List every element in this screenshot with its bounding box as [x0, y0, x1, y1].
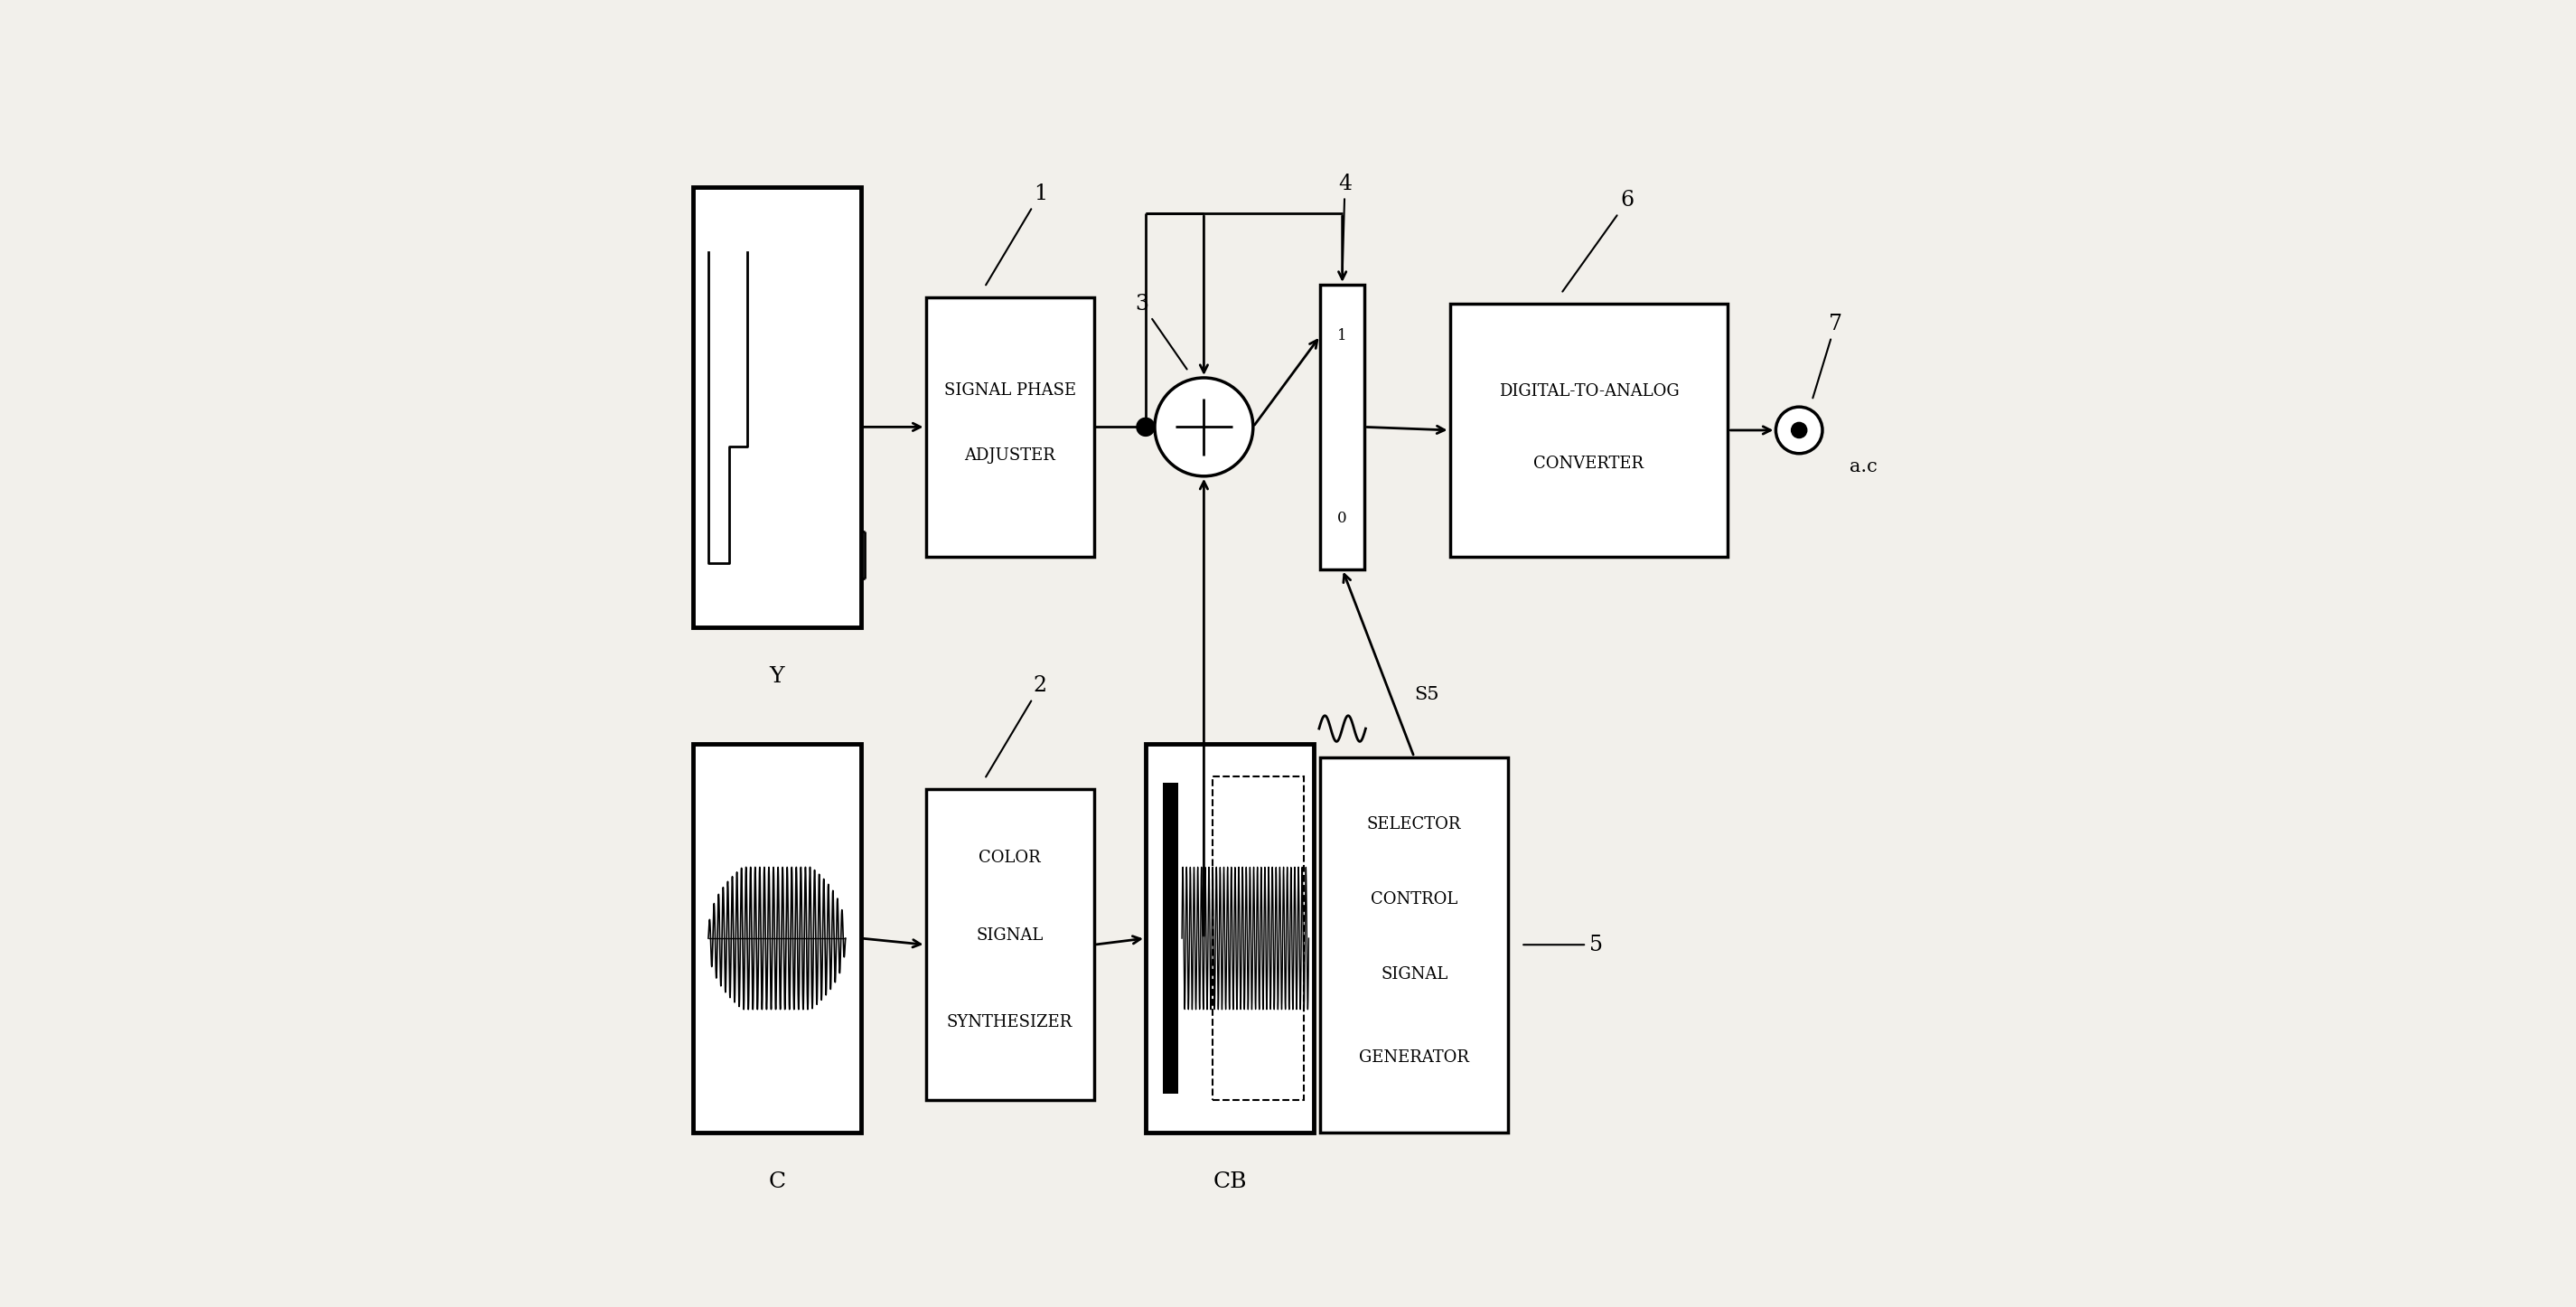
Bar [693, 187, 860, 627]
Text: 6: 6 [1564, 190, 1636, 291]
Bar [693, 744, 860, 1132]
Text: 1: 1 [1337, 328, 1347, 344]
Text: 7: 7 [1814, 314, 1842, 399]
Text: SIGNAL: SIGNAL [1381, 967, 1448, 983]
Text: CONTROL: CONTROL [1370, 891, 1458, 908]
Bar [1450, 305, 1728, 557]
Circle shape [1136, 418, 1154, 437]
Text: C: C [768, 1171, 786, 1192]
Text: SIGNAL: SIGNAL [976, 927, 1043, 944]
Bar [1213, 776, 1303, 1100]
Text: 2: 2 [987, 676, 1046, 776]
Text: SELECTOR: SELECTOR [1368, 817, 1461, 833]
Text: Y: Y [770, 667, 783, 687]
Bar [925, 298, 1095, 557]
Bar [1146, 744, 1314, 1132]
Bar [1162, 783, 1177, 1094]
Text: ADJUSTER: ADJUSTER [963, 447, 1056, 464]
Bar [1321, 285, 1365, 570]
Bar [1321, 757, 1507, 1132]
Text: GENERATOR: GENERATOR [1360, 1050, 1468, 1065]
Text: 1: 1 [987, 183, 1046, 285]
Circle shape [1775, 406, 1821, 454]
Text: CB: CB [1213, 1171, 1247, 1192]
Text: CONVERTER: CONVERTER [1533, 456, 1643, 472]
Bar [925, 789, 1095, 1100]
Text: DIGITAL-TO-ANALOG: DIGITAL-TO-ANALOG [1499, 383, 1680, 400]
Text: 5: 5 [1522, 935, 1602, 955]
Text: S5: S5 [1414, 686, 1440, 703]
Text: SIGNAL PHASE: SIGNAL PHASE [943, 383, 1077, 399]
Text: SYNTHESIZER: SYNTHESIZER [948, 1014, 1072, 1030]
Circle shape [1154, 378, 1252, 476]
Text: 4: 4 [1337, 174, 1352, 272]
Text: 0: 0 [1337, 511, 1347, 525]
Circle shape [1790, 422, 1806, 438]
Text: 3: 3 [1136, 294, 1188, 370]
Text: a.c: a.c [1850, 457, 1878, 474]
Text: COLOR: COLOR [979, 850, 1041, 867]
